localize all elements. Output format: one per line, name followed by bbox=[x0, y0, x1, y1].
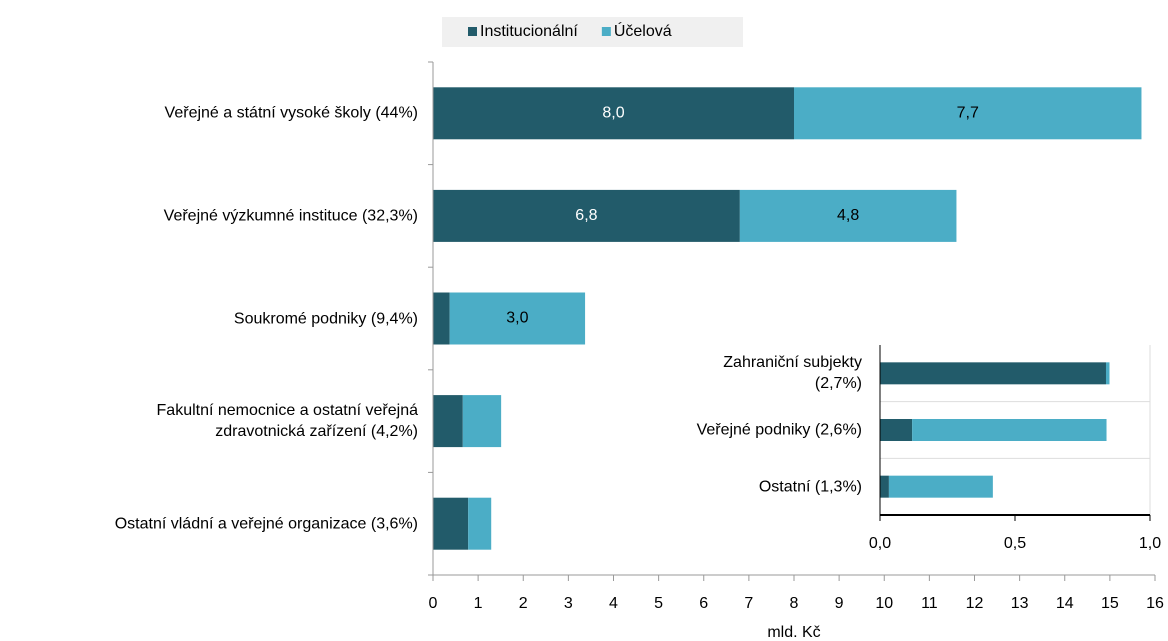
bar-segment bbox=[468, 497, 492, 550]
bar-segment bbox=[1105, 362, 1110, 385]
x-tick-label: 0,5 bbox=[1004, 535, 1026, 552]
x-tick-label: 2 bbox=[519, 595, 528, 612]
x-tick-label: 11 bbox=[921, 595, 938, 612]
value-label: 4,8 bbox=[837, 207, 859, 224]
bar-segment bbox=[880, 419, 913, 441]
x-tick-label: 12 bbox=[966, 595, 984, 612]
x-tick-label: 9 bbox=[835, 595, 844, 612]
bar-segment bbox=[433, 395, 463, 448]
bar-segment bbox=[880, 362, 1106, 385]
category-label: Ostatní vládní a veřejné organizace (3,6… bbox=[114, 515, 418, 533]
legend-swatch bbox=[468, 27, 477, 36]
x-tick-label: 7 bbox=[744, 595, 753, 612]
legend-label: Institucionální bbox=[480, 23, 578, 40]
legend-label: Účelová bbox=[614, 21, 672, 40]
bar-segment bbox=[880, 475, 889, 498]
x-tick-label: 15 bbox=[1101, 595, 1119, 612]
x-tick-label: 10 bbox=[875, 595, 893, 612]
x-tick-label: 0 bbox=[429, 595, 438, 612]
category-label: Fakultní nemocnice a ostatní veřejná zdr… bbox=[156, 402, 418, 441]
x-tick-label: 8 bbox=[790, 595, 799, 612]
value-label: 7,7 bbox=[957, 105, 979, 122]
x-tick-label: 14 bbox=[1056, 595, 1074, 612]
x-tick-label: 16 bbox=[1146, 595, 1164, 612]
x-tick-label: 5 bbox=[654, 595, 663, 612]
x-tick-label: 4 bbox=[609, 595, 618, 612]
x-axis-label: mld. Kč bbox=[767, 624, 820, 641]
value-label: 6,8 bbox=[575, 207, 597, 224]
bar-segment bbox=[912, 419, 1107, 441]
legend-swatch bbox=[601, 27, 611, 36]
x-tick-label: 13 bbox=[1011, 595, 1029, 612]
x-tick-label: 3 bbox=[564, 595, 573, 612]
x-tick-label: 0,0 bbox=[869, 535, 891, 552]
category-label: Veřejné podniky (2,6%) bbox=[696, 421, 862, 439]
category-label: Zahraniční subjekty (2,7%) bbox=[723, 354, 862, 393]
bar-segment bbox=[433, 292, 450, 345]
value-label: 3,0 bbox=[506, 310, 528, 327]
category-label: Ostatní (1,3%) bbox=[758, 478, 862, 496]
bar-segment bbox=[433, 497, 469, 550]
bar-segment bbox=[433, 189, 740, 242]
legend-box bbox=[442, 17, 743, 47]
x-tick-label: 1 bbox=[474, 595, 483, 612]
x-tick-label: 1,0 bbox=[1139, 535, 1161, 552]
x-tick-label: 6 bbox=[699, 595, 708, 612]
value-label: 8,0 bbox=[602, 105, 624, 122]
bar-segment bbox=[739, 189, 957, 242]
bar-segment bbox=[449, 292, 586, 345]
category-label: Soukromé podniky (9,4%) bbox=[233, 310, 418, 327]
category-label: Veřejné a státní vysoké školy (44%) bbox=[164, 104, 418, 122]
bar-segment bbox=[888, 475, 993, 498]
bar-segment bbox=[433, 87, 794, 140]
bar-segment bbox=[794, 87, 1142, 140]
bar-segment bbox=[462, 395, 502, 448]
category-label: Veřejné výzkumné instituce (32,3%) bbox=[163, 207, 418, 225]
